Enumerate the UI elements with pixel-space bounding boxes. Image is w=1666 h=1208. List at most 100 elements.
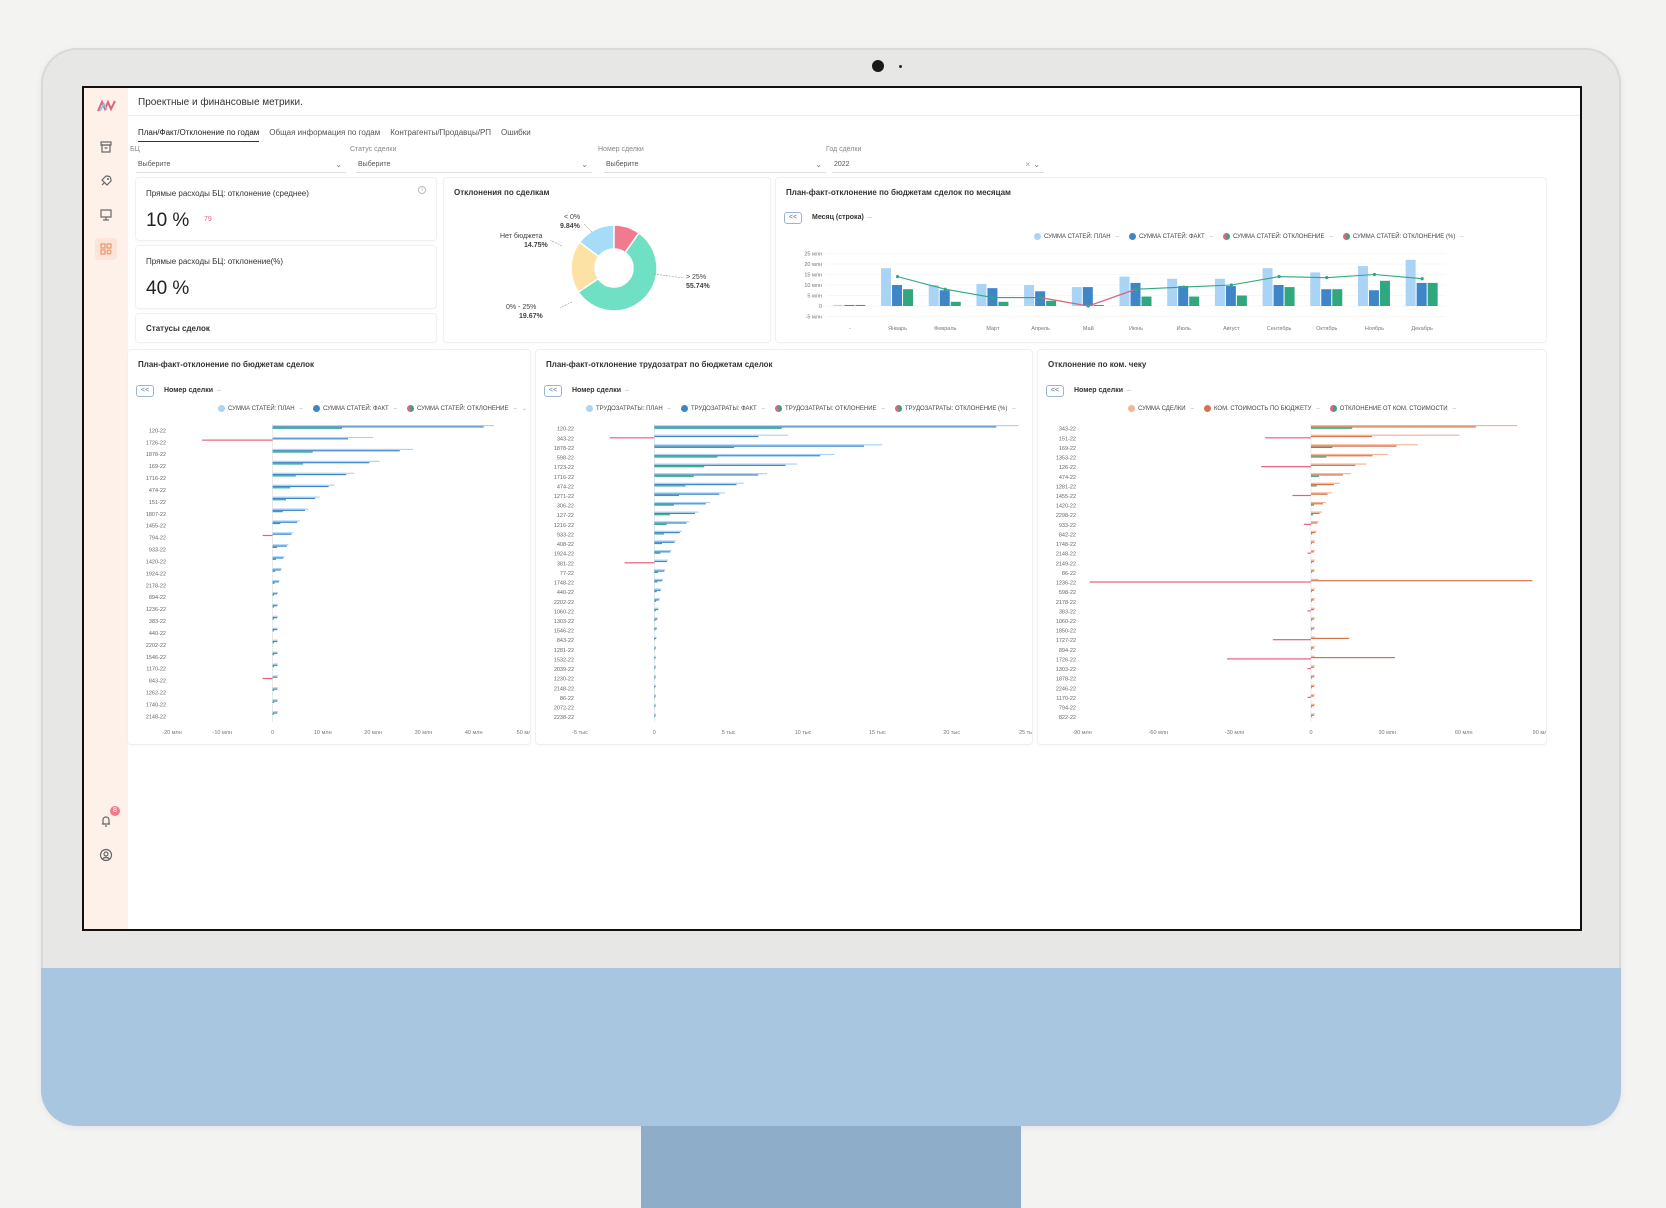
bar[interactable] [609, 437, 655, 439]
bar[interactable] [654, 619, 656, 622]
bar[interactable] [654, 665, 656, 667]
bar[interactable] [1311, 482, 1340, 484]
monthly-bar[interactable] [1046, 300, 1057, 306]
bar[interactable] [272, 606, 275, 608]
bar[interactable] [654, 684, 656, 686]
bar[interactable] [1304, 523, 1311, 525]
bar[interactable] [1311, 501, 1326, 504]
bar[interactable] [1311, 694, 1315, 696]
bar[interactable] [654, 713, 656, 715]
bar[interactable] [1311, 456, 1327, 458]
bar[interactable] [1261, 466, 1311, 468]
bar[interactable] [654, 533, 665, 535]
monthly-line-point[interactable] [991, 296, 995, 300]
bar[interactable] [654, 607, 659, 609]
bar[interactable] [272, 570, 276, 572]
bar[interactable] [272, 472, 354, 474]
bar[interactable] [272, 532, 294, 534]
bar[interactable] [1311, 600, 1312, 602]
bar[interactable] [272, 487, 291, 489]
bar[interactable] [1311, 560, 1315, 563]
bar[interactable] [272, 521, 298, 523]
bar[interactable] [654, 455, 821, 457]
bar[interactable] [1311, 446, 1333, 449]
bar[interactable] [272, 675, 278, 677]
bar[interactable] [272, 687, 278, 689]
bar[interactable] [654, 464, 786, 466]
bar[interactable] [272, 557, 284, 559]
legend-item[interactable]: ОТКЛОНЕНИЕ ОТ КОМ. СТОИМОСТИ – [1329, 405, 1456, 412]
bar[interactable] [654, 694, 656, 696]
bar[interactable] [272, 593, 278, 595]
drill-back-button[interactable]: << [136, 385, 154, 397]
bar[interactable] [1311, 514, 1314, 516]
bar[interactable] [272, 520, 300, 522]
bar[interactable] [272, 558, 277, 560]
bar[interactable] [272, 591, 278, 594]
monthly-bar[interactable] [976, 283, 987, 306]
bar[interactable] [654, 473, 768, 475]
presentation-icon[interactable] [95, 204, 117, 226]
bar[interactable] [1307, 610, 1311, 612]
bar[interactable] [272, 627, 278, 629]
legend-item[interactable]: СУММА СТАТЕЙ: ФАКТ – [1129, 233, 1213, 240]
bar[interactable] [654, 581, 658, 583]
monthly-line-point[interactable] [1325, 276, 1329, 280]
bar[interactable] [1311, 648, 1312, 650]
monthly-bar[interactable] [950, 301, 961, 306]
bar[interactable] [202, 439, 273, 441]
bar[interactable] [272, 663, 278, 665]
bar[interactable] [654, 655, 656, 657]
bar[interactable] [272, 473, 347, 476]
bar[interactable] [654, 618, 658, 620]
bar[interactable] [1311, 580, 1533, 582]
monthly-line-point[interactable] [943, 287, 947, 291]
bar[interactable] [272, 605, 278, 607]
bar[interactable] [272, 545, 287, 547]
bar[interactable] [1311, 453, 1388, 456]
status-select[interactable]: Выберите ⌄ [356, 157, 592, 173]
bar[interactable] [272, 556, 285, 558]
bar[interactable] [654, 629, 656, 631]
monthly-bar[interactable] [1405, 259, 1416, 306]
tab-general-info[interactable]: Общая информация по годам [269, 128, 381, 137]
bar[interactable] [1311, 511, 1322, 513]
bar[interactable] [654, 648, 656, 650]
monthly-line-point[interactable] [1372, 272, 1377, 277]
bar[interactable] [654, 541, 675, 543]
bar[interactable] [1311, 598, 1315, 600]
monthly-bar[interactable] [833, 304, 844, 306]
bar[interactable] [1311, 637, 1350, 639]
bar[interactable] [654, 494, 680, 497]
monthly-bar[interactable] [1130, 282, 1141, 306]
bar[interactable] [1311, 504, 1314, 506]
bar[interactable] [654, 715, 656, 718]
bar[interactable] [654, 434, 789, 436]
bar[interactable] [654, 504, 674, 506]
bar[interactable] [654, 600, 657, 602]
bar[interactable] [1311, 589, 1315, 591]
monthly-bar[interactable] [1082, 287, 1093, 306]
bar[interactable] [654, 514, 670, 516]
monthly-line-point[interactable] [1277, 275, 1281, 279]
bar[interactable] [272, 463, 304, 465]
bar[interactable] [654, 425, 1019, 427]
bar[interactable] [1311, 522, 1318, 524]
monthly-bar[interactable] [939, 290, 950, 306]
bar[interactable] [654, 591, 657, 593]
bar[interactable] [654, 636, 657, 638]
bar[interactable] [1311, 706, 1312, 708]
bar[interactable] [654, 503, 706, 505]
deals-labor-axis-selector[interactable]: Номер сделки – [572, 387, 629, 394]
monthly-bar[interactable] [1167, 278, 1178, 306]
bar[interactable] [1311, 444, 1418, 446]
bar[interactable] [1311, 483, 1334, 486]
monthly-line-point[interactable] [1182, 285, 1186, 289]
bar[interactable] [654, 482, 744, 484]
bar[interactable] [272, 485, 329, 488]
monthly-bar[interactable] [1427, 282, 1438, 306]
bar[interactable] [1311, 666, 1315, 668]
bar[interactable] [654, 578, 663, 581]
bar[interactable] [1311, 607, 1315, 609]
monthly-bar[interactable] [1189, 296, 1200, 306]
